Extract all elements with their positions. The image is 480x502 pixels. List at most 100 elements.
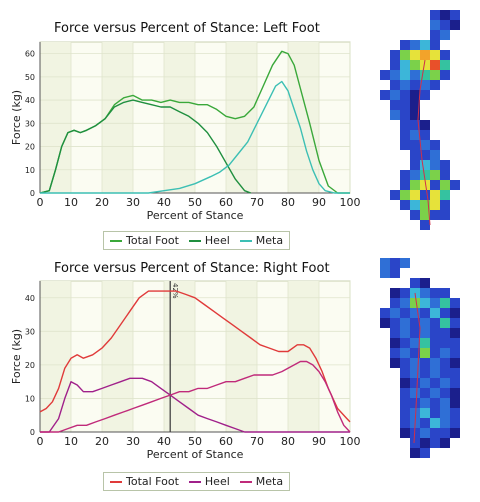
pressure-cell (410, 160, 420, 170)
right-footprint-heatmap (380, 258, 460, 458)
pressure-cell (400, 140, 410, 150)
pressure-cell (420, 398, 430, 408)
pressure-cell (420, 418, 430, 428)
pressure-cell (440, 180, 450, 190)
pressure-cell (400, 328, 410, 338)
pressure-cell (400, 130, 410, 140)
series-line-heel (39, 99, 252, 194)
pressure-cell (400, 398, 410, 408)
pressure-cell (400, 428, 410, 438)
x-tick-label: 60 (219, 435, 233, 448)
pressure-cell (410, 308, 420, 318)
pressure-cell (410, 338, 420, 348)
legend-item-total-foot: Total Foot (110, 475, 179, 488)
pressure-cell (420, 190, 430, 200)
pressure-cell (420, 150, 430, 160)
pressure-cell (430, 210, 440, 220)
pressure-cell (420, 120, 430, 130)
right-chart-title: Force versus Percent of Stance: Right Fo… (54, 261, 330, 276)
y-tick-label: 50 (25, 73, 35, 82)
pressure-cell (400, 60, 410, 70)
pressure-cell (390, 308, 400, 318)
pressure-cell (430, 60, 440, 70)
pressure-cell (450, 348, 460, 358)
pressure-cell (430, 408, 440, 418)
total-foot-swatch (110, 239, 122, 242)
legend-item-meta: Meta (239, 234, 283, 247)
pressure-cell (420, 408, 430, 418)
pressure-cell (390, 288, 400, 298)
y-tick-label: 30 (25, 327, 35, 336)
pressure-cell (400, 70, 410, 80)
y-tick-label: 10 (25, 394, 35, 403)
x-tick-label: 50 (188, 435, 202, 448)
pressure-cell (390, 298, 400, 308)
pressure-cell (400, 368, 410, 378)
pressure-cell (410, 40, 420, 50)
pressure-cell (430, 160, 440, 170)
pressure-cell (410, 90, 420, 100)
left-footprint-heatmap (380, 10, 460, 230)
pressure-cell (410, 378, 420, 388)
x-axis-label: Percent of Stance (147, 448, 244, 461)
pressure-cell (410, 70, 420, 80)
x-tick-label: 30 (126, 196, 140, 209)
pressure-cell (440, 388, 450, 398)
pressure-cell (400, 258, 410, 268)
pressure-cell (430, 180, 440, 190)
pressure-cell (440, 438, 450, 448)
series-line-total-foot (39, 290, 351, 423)
y-tick-label: 20 (25, 361, 35, 370)
total-foot-swatch (110, 480, 122, 483)
pressure-cell (420, 60, 430, 70)
x-tick-label: 10 (64, 435, 78, 448)
y-tick-label: 0 (30, 189, 35, 198)
pressure-cell (410, 398, 420, 408)
pressure-cell (450, 368, 460, 378)
pressure-cell (410, 318, 420, 328)
plot-band (164, 281, 195, 432)
pressure-cell (410, 80, 420, 90)
series-line-meta (40, 360, 351, 433)
pressure-cell (430, 20, 440, 30)
pressure-cell (450, 328, 460, 338)
pressure-cell (450, 418, 460, 428)
pressure-cell (430, 328, 440, 338)
pressure-cell (430, 308, 440, 318)
pressure-cell (410, 200, 420, 210)
pressure-cell (440, 368, 450, 378)
pressure-cell (450, 428, 460, 438)
pressure-cell (420, 130, 430, 140)
pressure-cell (420, 448, 430, 458)
pressure-cell (400, 358, 410, 368)
pressure-cell (420, 308, 430, 318)
pressure-cell (410, 100, 420, 110)
pressure-cell (400, 378, 410, 388)
pressure-cell (380, 258, 390, 268)
pressure-cell (380, 308, 390, 318)
pressure-cell (440, 318, 450, 328)
x-tick-label: 50 (188, 196, 202, 209)
pressure-cell (390, 70, 400, 80)
plot-band (288, 281, 319, 432)
pressure-cell (410, 170, 420, 180)
x-tick-label: 30 (126, 435, 140, 448)
x-tick-label: 10 (64, 196, 78, 209)
y-axis-label: Force (kg) (10, 329, 23, 384)
pressure-cell (440, 200, 450, 210)
pressure-cell (430, 318, 440, 328)
pressure-cell (400, 110, 410, 120)
pressure-cell (440, 60, 450, 70)
pressure-cell (390, 60, 400, 70)
pressure-cell (430, 388, 440, 398)
pressure-cell (390, 190, 400, 200)
pressure-cell (400, 80, 410, 90)
pressure-cell (450, 318, 460, 328)
right-chart-legend: Total Foot Heel Meta (103, 472, 291, 491)
pressure-cell (420, 200, 430, 210)
pressure-cell (420, 50, 430, 60)
pressure-cell (420, 220, 430, 230)
x-tick-label: 0 (37, 196, 44, 209)
pressure-cell (440, 50, 450, 60)
legend-label: Meta (255, 475, 284, 488)
